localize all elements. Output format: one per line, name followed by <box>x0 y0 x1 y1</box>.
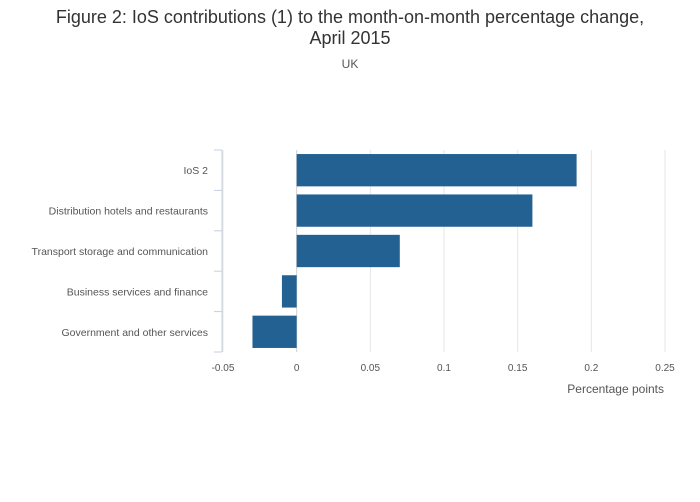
x-tick-label: -0.05 <box>212 363 235 374</box>
bars <box>252 154 577 348</box>
y-category-label: Business services and finance <box>67 286 208 298</box>
y-category-label: Transport storage and communication <box>32 246 209 258</box>
x-tick-label: 0 <box>294 363 300 374</box>
y-category-label: Distribution hotels and restaurants <box>49 206 208 218</box>
chart-subtitle: UK <box>341 57 359 71</box>
y-category-label: Government and other services <box>62 327 209 339</box>
chart-title: Figure 2: IoS contributions (1) to the m… <box>0 7 700 49</box>
x-tick-label: 0.1 <box>437 363 451 374</box>
bar <box>281 275 297 308</box>
bar <box>252 315 297 348</box>
axes: -0.05 0 0.05 0.1 0.15 0.2 0.25 IoS 2 Distributio… <box>32 149 675 374</box>
chart-title-line-1: Figure 2: IoS contributions (1) to the m… <box>55 7 645 27</box>
bar <box>296 154 577 187</box>
bar <box>296 234 400 268</box>
bar <box>296 194 533 227</box>
x-tick-label: 0.15 <box>508 363 528 374</box>
x-axis-title: Percentage points <box>567 382 664 396</box>
x-tick-label: 0.2 <box>584 363 598 374</box>
y-category-label: IoS 2 <box>183 165 208 177</box>
x-tick-label: 0.05 <box>361 363 381 374</box>
x-tick-label: 0.25 <box>655 363 675 374</box>
chart-title-line-2: April 2015 <box>309 28 391 48</box>
